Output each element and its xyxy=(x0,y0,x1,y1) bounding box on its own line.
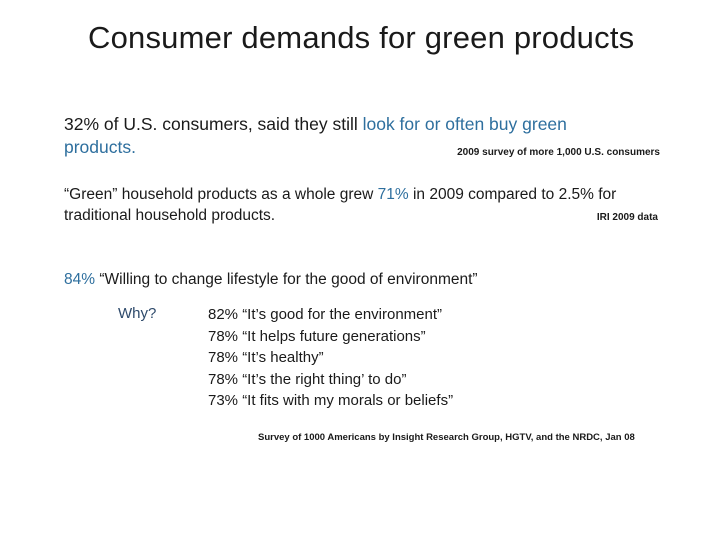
survey-source-note: Survey of 1000 Americans by Insight Rese… xyxy=(258,432,635,443)
stat-growth-lead: “Green” household products as a whole gr… xyxy=(64,186,378,203)
reason-item: 73% “It fits with my morals or beliefs” xyxy=(208,392,454,409)
stat-growth-source: IRI 2009 data xyxy=(596,212,658,223)
reasons-list: 82% “It’s good for the environment” 78% … xyxy=(208,304,453,412)
reason-item: 78% “It’s healthy” xyxy=(208,349,324,366)
stat-willing-paragraph: 84% “Willing to change lifestyle for the… xyxy=(64,270,478,290)
stat-willing-quote: “Willing to change lifestyle for the goo… xyxy=(95,271,478,288)
stat-growth-tail: in 2009 compared to 2.5% for traditional… xyxy=(64,186,617,224)
stat-consumers-paragraph: 32% of U.S. consumers, said they still l… xyxy=(64,113,664,159)
reason-item: 78% “It helps future generations” xyxy=(208,327,426,345)
stat-consumers-lead: 32% of U.S. consumers, said they still xyxy=(64,114,363,134)
reason-item: 78% “It’s the right thing’ to do” xyxy=(208,370,407,388)
stat-growth-highlight: 71% xyxy=(377,186,409,203)
stat-willing-percent: 84% xyxy=(64,271,96,288)
reason-item: 82% “It’s good for the environment” xyxy=(208,306,443,323)
stat-consumers-source: 2009 survey of more 1,000 U.S. consumers xyxy=(457,147,660,158)
stat-consumers-highlight: look for or often buy green xyxy=(362,114,567,134)
stat-consumers-tail: products. xyxy=(64,137,136,157)
slide-title: Consumer demands for green products xyxy=(88,20,635,55)
stat-growth-paragraph: “Green” household products as a whole gr… xyxy=(64,184,674,226)
why-label: Why? xyxy=(118,305,157,322)
